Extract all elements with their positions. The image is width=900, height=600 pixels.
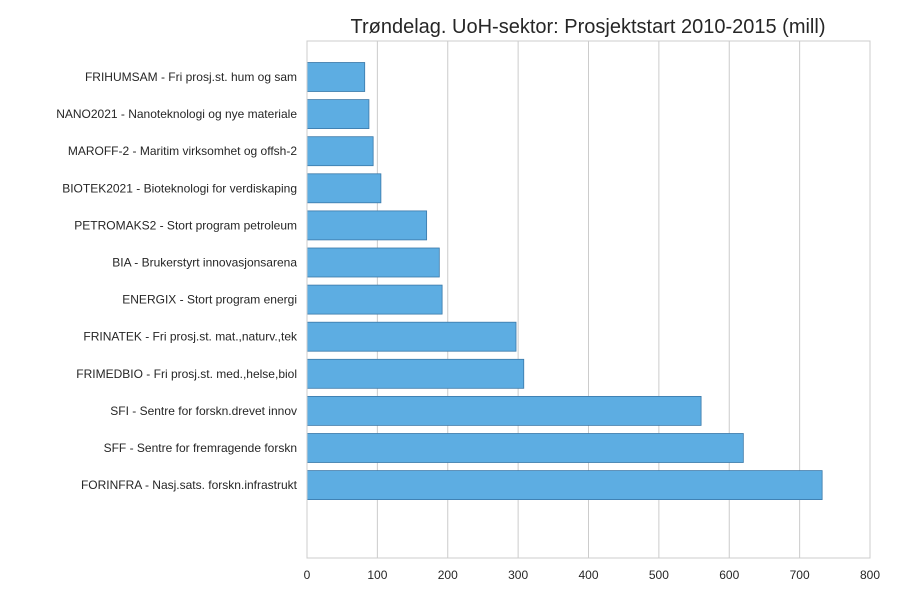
bar — [306, 210, 428, 241]
category-label: PETROMAKS2 - Stort program petroleum — [74, 218, 297, 232]
category-label: SFI - Sentre for forskn.drevet innov — [110, 404, 297, 418]
x-axis-ticks: 0 100 200 300 400 500 600 700 800 — [304, 568, 881, 582]
x-tick-label: 400 — [578, 568, 598, 582]
bar — [306, 358, 525, 389]
bar — [306, 136, 374, 167]
x-tick-label: 500 — [649, 568, 669, 582]
category-label: FRIMEDBIO - Fri prosj.st. med.,helse,bio… — [76, 367, 297, 381]
x-tick-label: 200 — [438, 568, 458, 582]
bar — [306, 99, 370, 129]
bar — [306, 284, 443, 315]
x-tick-label: 600 — [719, 568, 739, 582]
chart-title: Trøndelag. UoH-sektor: Prosjektstart 201… — [351, 16, 826, 38]
category-label: ENERGIX - Stort program energi — [122, 293, 297, 307]
category-label: BIOTEK2021 - Bioteknologi for verdiskapi… — [62, 181, 297, 195]
category-label: NANO2021 - Nanoteknologi og nye material… — [56, 107, 297, 121]
category-labels: FRIHUMSAM - Fri prosj.st. hum og sam NANO… — [56, 70, 298, 492]
x-tick-label: 0 — [304, 568, 311, 582]
bar — [306, 470, 823, 501]
x-tick-label: 100 — [367, 568, 387, 582]
bar — [306, 247, 440, 278]
bar — [306, 173, 382, 204]
bar — [306, 321, 517, 352]
category-label: MAROFF-2 - Maritim virksomhet og offsh-2 — [68, 144, 297, 158]
bars — [306, 62, 823, 501]
bar — [306, 62, 366, 92]
plot-frame — [306, 40, 871, 559]
category-label: BIA - Brukerstyrt innovasjonsarena — [112, 256, 297, 270]
bar — [306, 433, 744, 463]
category-label: FRIHUMSAM - Fri prosj.st. hum og sam — [85, 70, 297, 84]
category-label: FRINATEK - Fri prosj.st. mat.,naturv.,te… — [83, 330, 298, 344]
category-label: SFF - Sentre for fremragende forskn — [104, 441, 297, 455]
x-tick-label: 300 — [508, 568, 528, 582]
category-label: FORINFRA - Nasj.sats. forskn.infrastrukt — [81, 478, 298, 492]
x-tick-label: 800 — [860, 568, 880, 582]
x-tick-label: 700 — [790, 568, 810, 582]
bar — [306, 395, 702, 426]
